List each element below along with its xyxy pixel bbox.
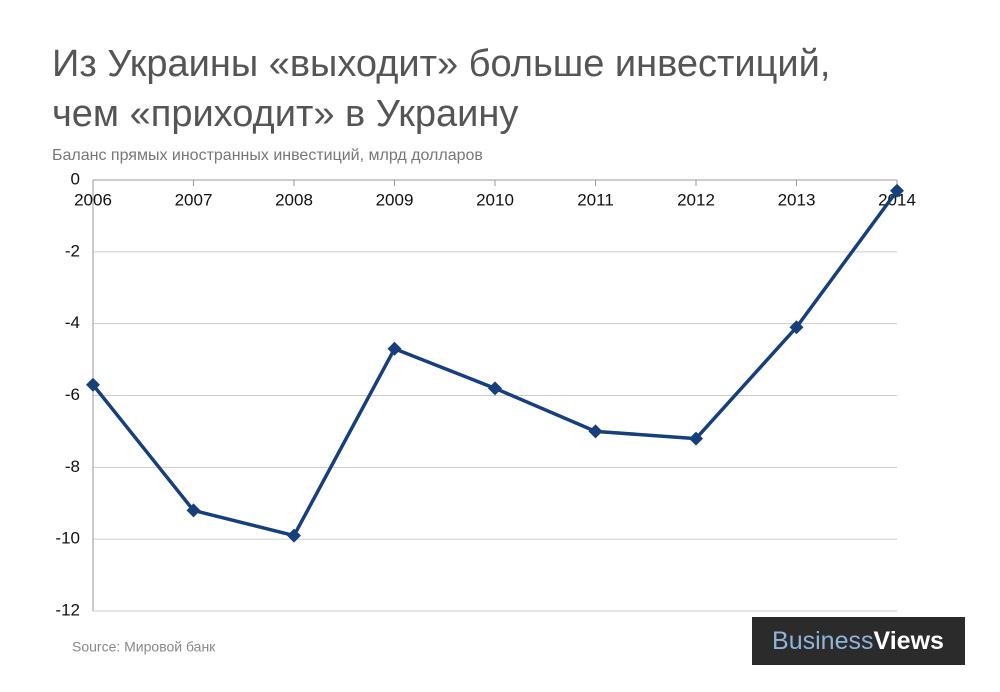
- chart-title: чем «приходит» в Украину: [52, 93, 518, 135]
- data-point: [488, 381, 502, 396]
- x-tick-label: 2010: [476, 190, 514, 209]
- x-tick-label: 2007: [175, 190, 213, 209]
- chart-subtitle: Баланс прямых иностранных инвестиций, мл…: [52, 147, 483, 164]
- logo: BusinessViews: [772, 627, 944, 655]
- y-tick-label: -10: [55, 529, 80, 548]
- x-tick-label: 2012: [677, 190, 715, 209]
- data-point: [588, 424, 603, 439]
- data-point: [186, 503, 201, 518]
- y-tick-label: -12: [55, 600, 80, 619]
- y-tick-label: -4: [65, 313, 80, 332]
- x-tick-label: 2008: [275, 190, 313, 209]
- x-tick-label: 2006: [74, 190, 112, 209]
- data-point: [890, 183, 904, 198]
- y-tick-label: -6: [65, 385, 80, 404]
- data-line: [91, 189, 899, 538]
- x-tick-label: 2011: [577, 190, 614, 209]
- logo-part: Business: [772, 627, 873, 655]
- data-point: [287, 528, 301, 543]
- logo-part: Views: [874, 627, 944, 655]
- logo-box: [752, 617, 965, 665]
- data-point: [789, 320, 804, 335]
- data-point: [86, 377, 100, 392]
- data-point: [387, 341, 402, 356]
- y-tick-label: -8: [65, 457, 80, 476]
- source: Source: Мировой банк: [72, 639, 216, 655]
- data-point: [689, 431, 703, 446]
- y-tick-label: -2: [65, 241, 80, 260]
- y-tick-label: 0: [71, 169, 80, 188]
- x-tick-label: 2009: [376, 190, 414, 209]
- x-tick-label: 2013: [778, 190, 816, 209]
- chart-title: Из Украины «выходит» больше инвестиций,: [52, 43, 830, 85]
